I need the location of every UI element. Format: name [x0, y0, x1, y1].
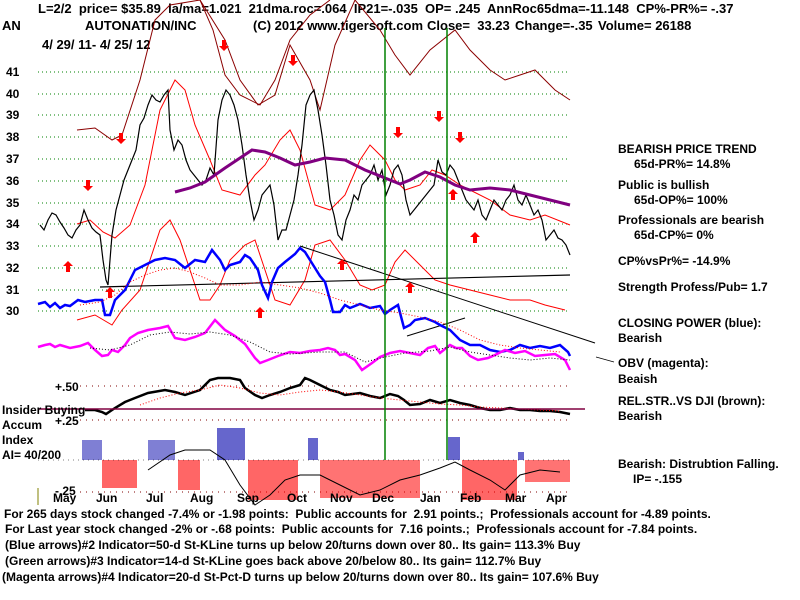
y-tick-35: 35 — [6, 196, 20, 210]
x-tick-feb: Feb — [460, 491, 482, 505]
y-tick-38: 38 — [6, 130, 20, 144]
public-title: Public is bullish — [618, 178, 710, 192]
y-tick-34: 34 — [6, 217, 20, 231]
insider-buying-label: Insider Buying — [2, 403, 86, 417]
closing-power-value: Bearish — [618, 331, 663, 345]
footer-line-3: (Blue arrows)#2 Indicator=50-d St-KLine … — [5, 538, 581, 552]
y-tick-39: 39 — [6, 108, 20, 122]
index-label: Index — [2, 433, 34, 447]
y-tick-41: 41 — [6, 65, 20, 79]
y-tick-30: 30 — [6, 304, 20, 318]
x-tick-dec: Dec — [372, 491, 395, 505]
pr-value: 65d-PR%= 14.8% — [634, 157, 731, 171]
y-tick-40: 40 — [6, 87, 20, 101]
buy-arrows — [63, 189, 480, 318]
ip-value: IP= -.155 — [633, 472, 683, 486]
x-tick-may: May — [53, 491, 77, 505]
ip-title: Bearish: Distrubtion Falling. — [618, 457, 779, 471]
obv-value: Beaish — [618, 372, 658, 386]
cp-value: 65d-CP%= 0% — [634, 228, 714, 242]
close-value: Close= 33.23 — [427, 18, 510, 33]
ma65-line — [174, 148, 571, 207]
price-grid — [38, 71, 570, 312]
sell-arrows — [83, 40, 465, 191]
relstr-title: REL.STR..VS DJI (brown): — [618, 394, 766, 408]
x-tick-jan: Jan — [420, 491, 441, 505]
accum-tick-m25: -.25 — [55, 484, 76, 498]
x-tick-nov: Nov — [330, 491, 353, 505]
x-tick-aug: Aug — [190, 491, 214, 505]
obv-line — [37, 318, 572, 372]
accum-label: Accum — [2, 418, 43, 432]
x-tick-sep: Sep — [237, 491, 260, 505]
accum-tick-p25: +.25 — [55, 414, 79, 428]
x-tick-mar: Mar — [505, 491, 527, 505]
op-value: 65d-OP%= 100% — [634, 193, 728, 207]
y-tick-37: 37 — [6, 152, 20, 166]
y-tick-33: 33 — [6, 239, 20, 253]
price-bars — [39, 88, 571, 286]
footer-line-2: For Last year stock changed -2% or -.68 … — [5, 522, 698, 536]
ai-value: AI= 40/200 — [2, 448, 62, 462]
x-tick-oct: Oct — [287, 491, 308, 505]
pro-title: Professionals are bearish — [618, 213, 765, 227]
ticker: AN — [2, 18, 21, 33]
closing-power-title: CLOSING POWER (blue): — [618, 316, 762, 330]
y-tick-36: 36 — [6, 174, 20, 188]
y-tick-32: 32 — [6, 261, 20, 275]
copyright: (C) 2012 www.tigersoft.com — [253, 18, 423, 33]
obv-title: OBV (magenta): — [618, 356, 709, 370]
change-value: Change=-.35 — [515, 18, 593, 33]
accum-histogram — [82, 428, 570, 500]
accum-tick-p50: +.50 — [55, 380, 79, 394]
company-name: AUTONATION/INC — [85, 18, 197, 33]
closing-power-line — [37, 246, 572, 357]
footer-line-5: (Magenta arrows)#4 Indicator=20-d St-Pct… — [2, 570, 599, 584]
y-tick-31: 31 — [6, 283, 20, 297]
volume-value: Volume= 26188 — [598, 18, 692, 33]
cpvspr-value: CP%vsPr%= -14.9% — [618, 254, 731, 268]
footer-line-4: (Green arrows)#3 Indicator=14-d St-KLine… — [5, 554, 542, 568]
trend-title: BEARISH PRICE TREND — [618, 142, 757, 156]
footer-line-1: For 265 days stock changed -7.4% or -1.9… — [4, 507, 711, 521]
relstr-value: Bearish — [618, 409, 663, 423]
date-range: 4/ 29/ 11- 4/ 25/ 12 — [42, 37, 151, 52]
x-tick-jun: Jun — [96, 491, 118, 505]
strength-value: Strength Profess/Pub= 1.7 — [618, 280, 768, 294]
x-tick-apr: Apr — [546, 491, 567, 505]
x-tick-jul: Jul — [146, 491, 164, 505]
